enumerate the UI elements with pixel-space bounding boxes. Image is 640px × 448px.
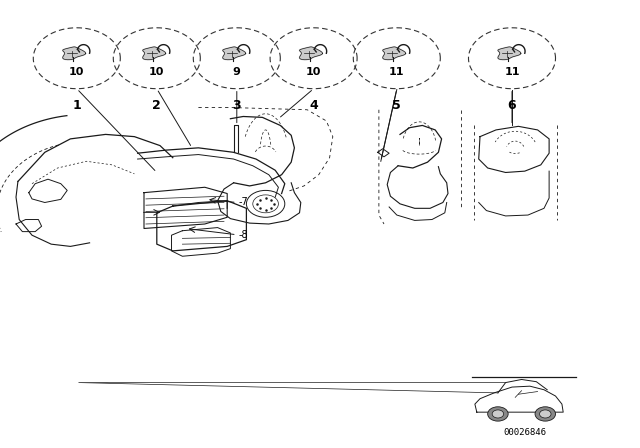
Polygon shape: [300, 47, 323, 60]
Circle shape: [492, 410, 504, 418]
Text: 5: 5: [392, 99, 401, 112]
Polygon shape: [63, 47, 86, 60]
Text: 6: 6: [508, 99, 516, 112]
Circle shape: [353, 28, 440, 89]
Circle shape: [113, 28, 200, 89]
Circle shape: [535, 407, 556, 421]
Text: 10: 10: [306, 67, 321, 77]
Polygon shape: [223, 47, 246, 60]
Text: 9: 9: [233, 67, 241, 77]
Text: 4: 4: [309, 99, 318, 112]
Polygon shape: [383, 47, 406, 60]
Text: 10: 10: [69, 67, 84, 77]
Polygon shape: [498, 47, 521, 60]
Text: -8: -8: [238, 230, 248, 240]
Circle shape: [270, 28, 357, 89]
Text: 10: 10: [149, 67, 164, 77]
Text: 3: 3: [232, 99, 241, 112]
Circle shape: [193, 28, 280, 89]
Circle shape: [468, 28, 556, 89]
Circle shape: [540, 410, 551, 418]
Polygon shape: [143, 47, 166, 60]
Circle shape: [488, 407, 508, 421]
Text: 11: 11: [389, 67, 404, 77]
Text: 1: 1: [72, 99, 81, 112]
Circle shape: [33, 28, 120, 89]
Text: 00026846: 00026846: [503, 428, 547, 437]
Text: 11: 11: [504, 67, 520, 77]
Text: -7: -7: [238, 198, 248, 207]
Text: 2: 2: [152, 99, 161, 112]
